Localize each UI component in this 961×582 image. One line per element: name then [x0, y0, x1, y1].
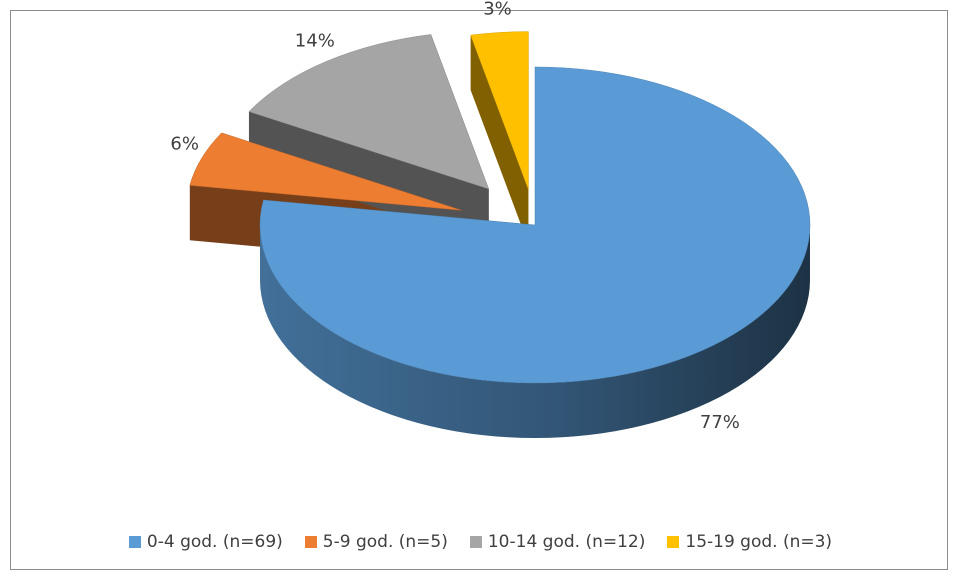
slice-tops: [189, 31, 811, 384]
legend-entry-2: 10-14 god. (n=12): [469, 532, 646, 552]
pie-slice-2: [248, 34, 490, 190]
legend-swatch-1: [304, 536, 317, 548]
pie-slice-3: [470, 31, 529, 190]
data-label-3: 3%: [483, 0, 512, 20]
legend-swatch-0: [128, 536, 141, 548]
legend-swatch-2: [469, 536, 482, 548]
data-label-1: 6%: [170, 134, 199, 155]
data-labels: 77% 6% 14% 3%: [170, 0, 740, 433]
data-label-0: 77%: [700, 412, 740, 433]
slice-side-3-0: [470, 35, 529, 245]
legend-entry-1: 5-9 god. (n=5): [304, 532, 448, 552]
legend-swatch-3: [667, 536, 680, 548]
legend: 0-4 god. (n=69) 5-9 god. (n=5) 10-14 god. …: [0, 532, 961, 552]
data-label-2: 14%: [295, 30, 335, 51]
slice-outer-walls: [260, 225, 810, 438]
legend-label-3: 15-19 god. (n=3): [685, 532, 833, 552]
slice-wall-0: [260, 225, 810, 438]
legend-label-0: 0-4 god. (n=69): [146, 532, 283, 552]
legend-entry-0: 0-4 god. (n=69): [128, 532, 283, 552]
slice-side-2-0: [248, 111, 489, 244]
legend-label-2: 10-14 god. (n=12): [487, 532, 646, 552]
legend-label-1: 5-9 god. (n=5): [322, 532, 448, 552]
pie-slice-0: [259, 66, 811, 384]
legend-entry-3: 15-19 god. (n=3): [667, 532, 832, 552]
pie-slice-1: [189, 132, 462, 211]
